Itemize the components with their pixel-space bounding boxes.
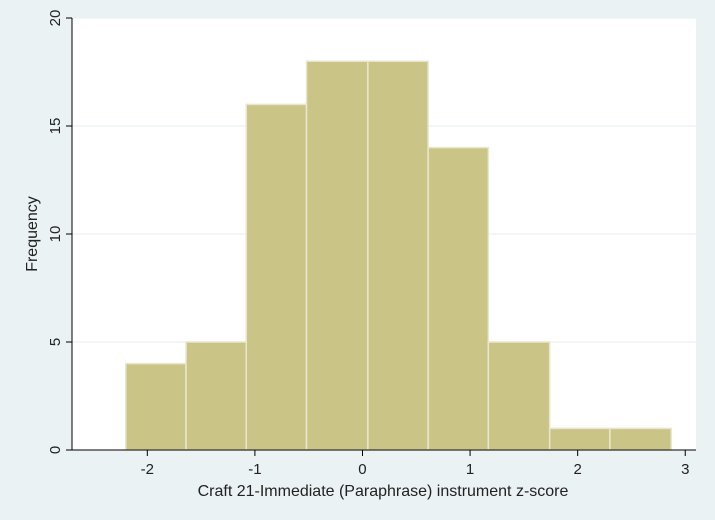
- y-axis-title: Frequency: [24, 196, 41, 272]
- x-tick-label--1: -1: [248, 461, 261, 478]
- x-tick-label-0: 0: [358, 461, 366, 478]
- y-tick-label-10: 10: [47, 226, 64, 243]
- histogram-bar-5: [367, 60, 429, 451]
- x-tick-label-1: 1: [466, 461, 474, 478]
- histogram-bar-8: [548, 427, 611, 451]
- y-tick-label-0: 0: [47, 446, 64, 454]
- histogram-bar-9: [609, 427, 673, 451]
- y-tick-label-5: 5: [47, 338, 64, 346]
- x-tick-label--2: -2: [141, 461, 154, 478]
- histogram-bar-4: [305, 60, 369, 451]
- x-axis-title: Craft 21-Immediate (Paraphrase) instrume…: [198, 483, 569, 500]
- x-tick-label-3: 3: [681, 461, 689, 478]
- y-tick-label-15: 15: [47, 118, 64, 135]
- histogram-bar-1: [125, 362, 187, 451]
- histogram-bar-7: [487, 341, 551, 451]
- histogram-bar-2: [185, 341, 248, 451]
- axes: 0 5 10 15 20 -2 -1 0 1 2 3: [47, 10, 696, 478]
- x-tick-label-2: 2: [573, 461, 581, 478]
- y-tick-label-20: 20: [47, 10, 64, 27]
- bars: [125, 60, 673, 451]
- histogram-bar-3: [245, 103, 308, 451]
- histogram-bar-6: [427, 146, 490, 451]
